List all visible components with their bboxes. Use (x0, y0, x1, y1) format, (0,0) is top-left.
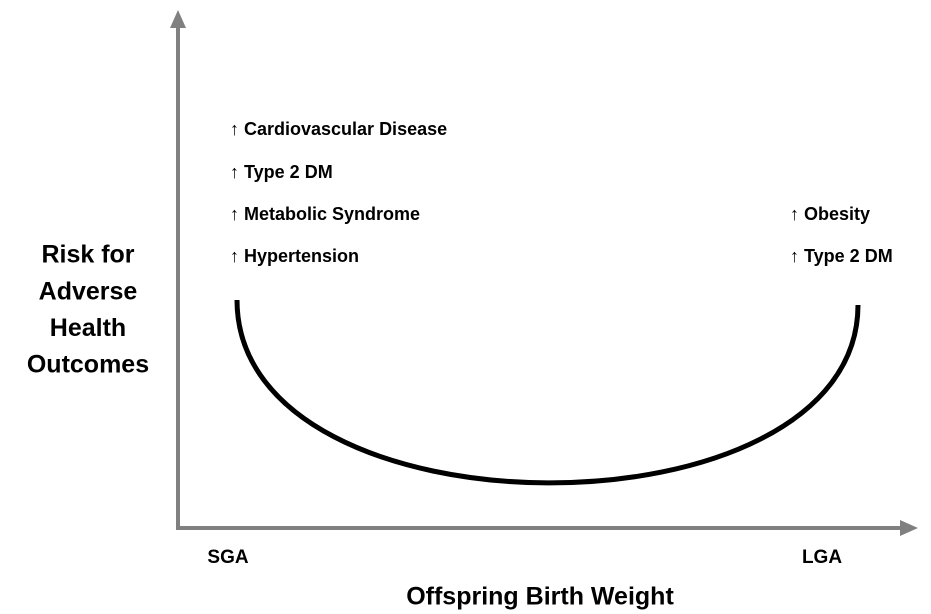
right-risks: ↑ Obesity ↑ Type 2 DM (790, 204, 893, 266)
risk-item: ↑ Type 2 DM (230, 162, 333, 182)
risk-item: ↑ Type 2 DM (790, 246, 893, 266)
y-axis-label-line: Adverse (39, 277, 138, 305)
risk-item: ↑ Cardiovascular Disease (230, 119, 447, 139)
y-axis-label: Risk for Adverse Health Outcomes (27, 241, 149, 379)
x-axis-label: Offspring Birth Weight (406, 583, 674, 611)
risk-item: ↑ Hypertension (230, 246, 359, 266)
risk-item: ↑ Obesity (790, 204, 870, 224)
y-axis-label-line: Outcomes (27, 351, 149, 379)
y-axis-arrow (170, 10, 186, 28)
y-axis-label-line: Health (50, 314, 126, 342)
x-axis-arrow (900, 520, 918, 536)
u-curve (234, 299, 861, 486)
x-right-label: LGA (802, 547, 842, 568)
x-left-label: SGA (207, 547, 248, 568)
risk-item: ↑ Metabolic Syndrome (230, 204, 420, 224)
left-risks: ↑ Cardiovascular Disease ↑ Type 2 DM ↑ Met… (230, 119, 447, 266)
y-axis-label-line: Risk for (41, 241, 134, 269)
